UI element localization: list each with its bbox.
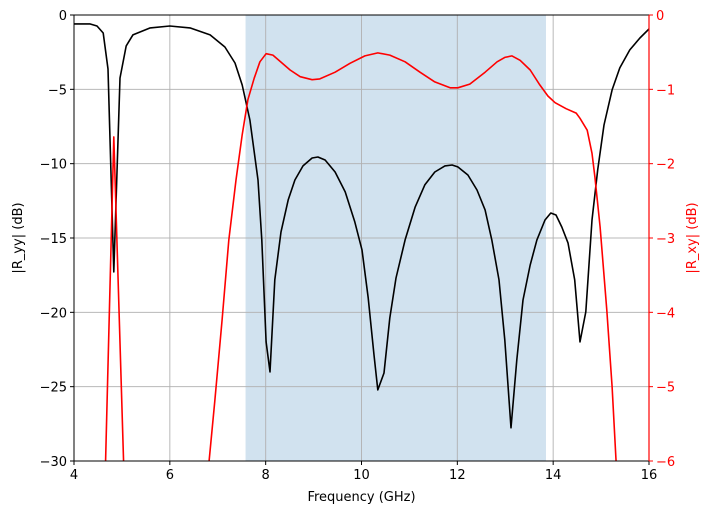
y-tick-label-left: −30 <box>40 455 67 470</box>
x-tick-label: 6 <box>166 468 174 483</box>
y-tick-label-right: −5 <box>656 381 675 396</box>
y-tick-label-left: −15 <box>40 232 67 247</box>
x-tick-label: 10 <box>353 468 370 483</box>
y-axis-label-left: |R_yy| (dB) <box>11 202 26 273</box>
x-tick-label: 16 <box>641 468 658 483</box>
y-tick-label-left: −25 <box>40 381 67 396</box>
x-tick-label: 14 <box>545 468 562 483</box>
y-tick-label-right: −1 <box>656 83 675 98</box>
y-tick-label-left: −5 <box>48 83 67 98</box>
y-tick-label-right: 0 <box>656 9 664 24</box>
x-tick-label: 4 <box>70 468 78 483</box>
series-line-rxy <box>104 52 617 461</box>
series-lines <box>74 23 649 461</box>
series-line-ryy <box>74 23 649 429</box>
y-tick-label-right: −4 <box>656 306 675 321</box>
y-tick-label-left: −10 <box>40 158 67 173</box>
y-tick-label-right: −3 <box>656 232 675 247</box>
y-tick-label-left: −20 <box>40 306 67 321</box>
x-tick-label: 8 <box>262 468 270 483</box>
y-axis-label-right: |R_xy| (dB) <box>685 202 700 273</box>
x-tick-label: 12 <box>449 468 466 483</box>
y-tick-label-right: −2 <box>656 158 675 173</box>
ticks: 4 6 8 10 12 14 16 0 −5 −10 −15 −20 −25 −30 0 −1 −2 −3 −4 −5… <box>40 9 676 483</box>
y-tick-label-right: −6 <box>656 455 675 470</box>
x-axis-label: Frequency (GHz) <box>307 490 415 505</box>
y-tick-label-left: 0 <box>59 9 67 24</box>
